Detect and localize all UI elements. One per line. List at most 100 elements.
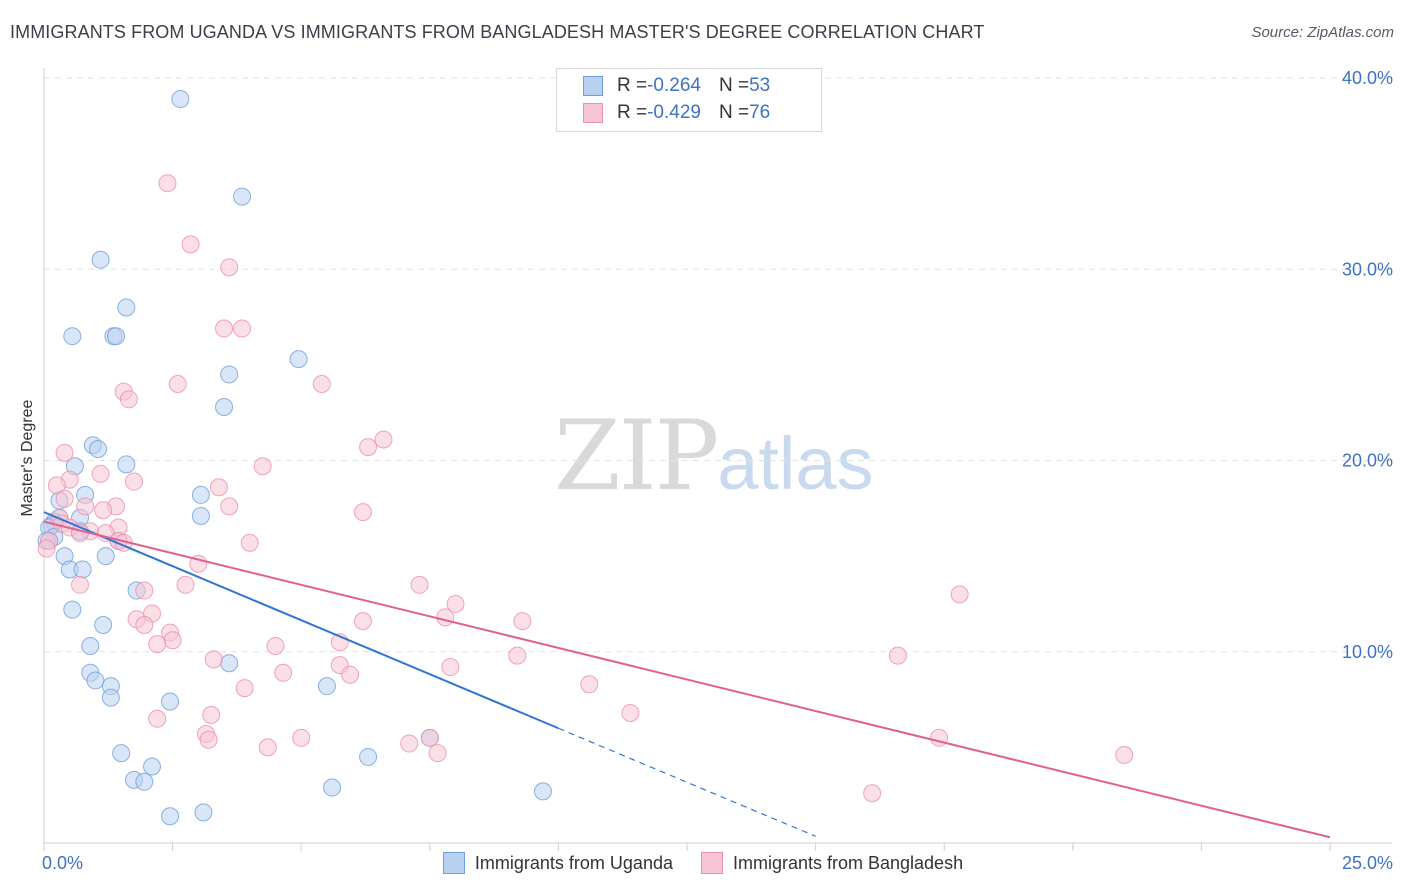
point-bangladesh-15 [125, 472, 144, 491]
point-bangladesh-55 [888, 646, 907, 665]
point-bangladesh-3 [215, 319, 234, 338]
point-bangladesh-1 [181, 235, 200, 254]
trend-layer [43, 511, 1331, 839]
point-uganda-41 [161, 692, 180, 711]
point-bangladesh-43 [446, 594, 465, 613]
series-label-uganda: Immigrants from Uganda [474, 852, 673, 873]
point-bangladesh-58 [441, 658, 460, 677]
point-uganda-32 [63, 600, 82, 619]
point-bangladesh-11 [55, 443, 74, 462]
point-uganda-50 [194, 803, 213, 822]
point-bangladesh-17 [209, 478, 228, 497]
point-bangladesh-44 [513, 612, 532, 631]
point-bangladesh-21 [220, 497, 239, 516]
point-uganda-11 [89, 440, 108, 459]
points-layer [37, 90, 1134, 826]
legend-r-label-bangladesh: R = [617, 102, 648, 123]
legend-n-value-bangladesh: 76 [749, 102, 771, 123]
point-bangladesh-63 [621, 703, 640, 722]
legend-n-label-uganda: N = [718, 75, 750, 96]
point-uganda-3 [117, 298, 136, 317]
point-bangladesh-0 [158, 174, 177, 193]
watermark-zip: ZIP [554, 400, 719, 512]
point-bangladesh-10 [359, 438, 378, 457]
legend-swatch-bangladesh [583, 103, 603, 123]
trendline-uganda [43, 511, 559, 730]
point-uganda-34 [81, 637, 100, 656]
chart-title: IMMIGRANTS FROM UGANDA VS IMMIGRANTS FRO… [10, 22, 985, 42]
point-bangladesh-38 [176, 575, 195, 594]
legend-row-uganda: R = -0.264 N = 53 [583, 74, 770, 98]
point-uganda-14 [191, 485, 210, 504]
label-layer: 10.0% 20.0% 30.0% 40.0% 0.0% 25.0% [42, 68, 1393, 873]
point-bangladesh-59 [274, 663, 293, 682]
point-uganda-40 [101, 688, 120, 707]
point-bangladesh-60 [341, 665, 360, 684]
point-bangladesh-9 [374, 430, 393, 449]
series-legend-uganda: Immigrants from Uganda [442, 852, 673, 874]
point-bangladesh-8 [119, 390, 138, 409]
point-bangladesh-68 [292, 728, 311, 747]
point-bangladesh-50 [163, 631, 182, 650]
point-uganda-51 [161, 807, 180, 826]
legend-r-value-bangladesh: -0.429 [647, 102, 701, 123]
point-uganda-0 [171, 90, 190, 109]
legend-n-value-uganda: 53 [749, 75, 771, 96]
series-swatch-bangladesh [700, 852, 723, 874]
trendline-uganda-extension [558, 727, 816, 837]
point-uganda-44 [359, 747, 378, 766]
legend-row-bangladesh: R = -0.429 N = 76 [583, 101, 770, 125]
point-bangladesh-16 [47, 476, 66, 495]
point-bangladesh-6 [312, 375, 331, 393]
point-uganda-20 [191, 506, 210, 525]
point-bangladesh-71 [400, 734, 419, 753]
point-uganda-38 [317, 677, 336, 696]
point-uganda-7 [289, 350, 308, 369]
point-bangladesh-67 [199, 730, 218, 749]
point-bangladesh-61 [235, 679, 254, 698]
point-bangladesh-75 [863, 784, 882, 803]
legend-r-value-uganda: -0.264 [647, 75, 701, 96]
point-bangladesh-73 [428, 744, 447, 763]
point-bangladesh-4 [233, 319, 252, 338]
point-bangladesh-69 [420, 728, 439, 747]
grid-layer [44, 77, 1392, 653]
point-bangladesh-65 [148, 709, 167, 728]
point-uganda-43 [112, 744, 131, 763]
x-tick-label-1: 25.0% [1342, 853, 1393, 873]
y-tick-label-3: 40.0% [1342, 68, 1393, 88]
point-bangladesh-41 [135, 581, 154, 600]
point-bangladesh-56 [204, 650, 223, 669]
series-swatch-uganda [442, 852, 465, 874]
legend-n-label-bangladesh: N = [718, 102, 750, 123]
point-bangladesh-33 [240, 533, 259, 552]
series-legend-bangladesh: Immigrants from Bangladesh [700, 852, 963, 874]
trendline-bangladesh [43, 520, 1331, 839]
series-legend: Immigrants from Uganda Immigrants from B… [0, 852, 1406, 874]
point-bangladesh-13 [91, 464, 110, 483]
axis-layer [43, 68, 1392, 851]
source-label: Source: ZipAtlas.com [1251, 24, 1394, 41]
point-bangladesh-64 [202, 705, 221, 724]
point-bangladesh-72 [258, 738, 277, 757]
point-uganda-49 [533, 782, 552, 801]
point-uganda-35 [220, 654, 239, 673]
x-tick-label-0: 0.0% [42, 853, 83, 873]
point-uganda-4 [63, 327, 82, 346]
point-uganda-30 [73, 560, 92, 579]
point-uganda-48 [323, 778, 342, 797]
watermark: ZIPatlas [554, 400, 874, 512]
point-uganda-6 [107, 327, 126, 346]
point-bangladesh-37 [71, 575, 90, 594]
point-bangladesh-22 [94, 501, 113, 520]
point-bangladesh-62 [580, 675, 599, 694]
point-uganda-33 [94, 615, 113, 634]
point-bangladesh-18 [55, 489, 74, 508]
point-bangladesh-40 [950, 585, 969, 604]
y-tick-label-0: 10.0% [1342, 642, 1393, 662]
point-bangladesh-48 [135, 615, 154, 634]
point-uganda-9 [215, 397, 234, 416]
point-bangladesh-54 [508, 646, 527, 665]
point-bangladesh-5 [168, 375, 187, 393]
